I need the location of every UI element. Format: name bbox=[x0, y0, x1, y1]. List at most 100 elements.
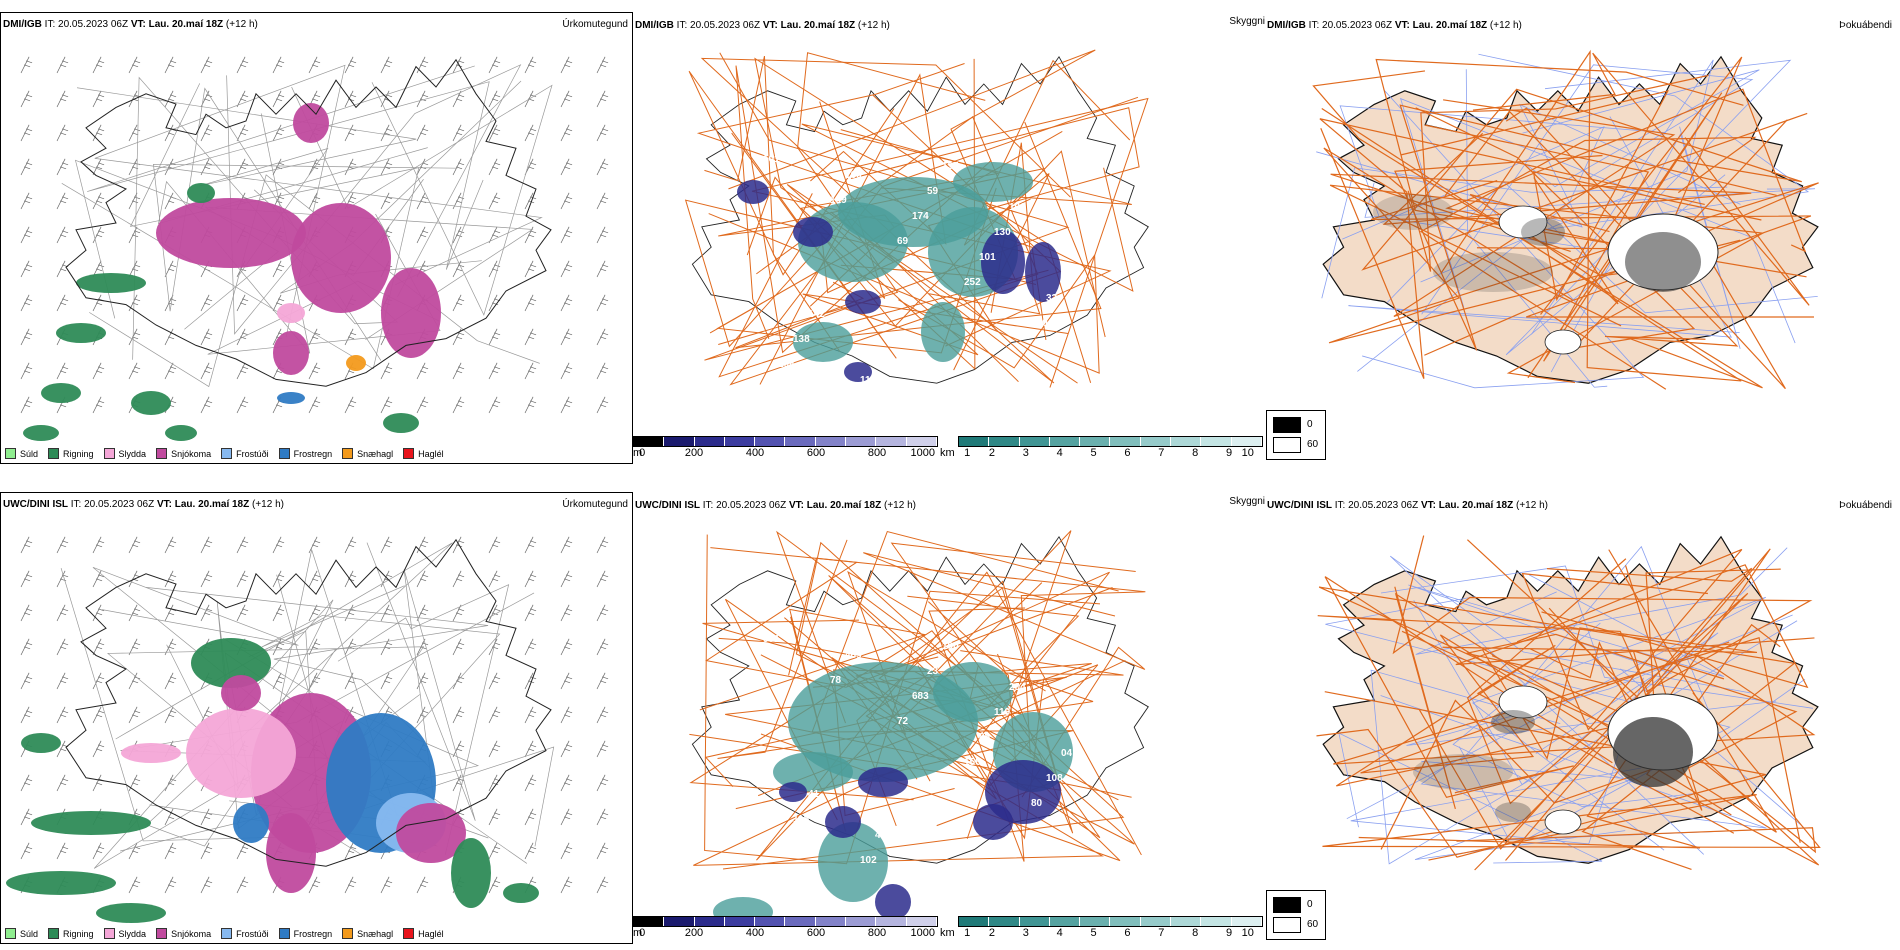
road-line bbox=[863, 552, 1146, 798]
legend-item: Frostregn bbox=[278, 448, 332, 459]
wind-barb bbox=[524, 328, 537, 346]
precip-area bbox=[121, 743, 181, 763]
wind-barb bbox=[452, 706, 465, 724]
colorbar-cell bbox=[1019, 917, 1050, 926]
wind-barb bbox=[200, 536, 213, 554]
colorbar-tick: 4 bbox=[1056, 927, 1063, 939]
visibility-value-label: 118 bbox=[793, 814, 810, 825]
colorbar-cell bbox=[1080, 437, 1111, 446]
precip-area bbox=[23, 425, 59, 441]
wind-barb bbox=[164, 842, 177, 860]
wind-barb bbox=[560, 90, 573, 108]
wind-barb bbox=[596, 260, 609, 278]
visibility-value-label: 78 bbox=[830, 675, 842, 686]
visibility-value-label: 153 bbox=[778, 839, 795, 850]
road-line bbox=[291, 82, 553, 316]
glacier bbox=[1544, 329, 1582, 355]
visibility-panel-bottom: 991 78 72 156 80 153 469 683 88 108 118 102 23 119 04 4… bbox=[633, 492, 1265, 944]
colorbar-cell bbox=[1049, 917, 1081, 926]
colorbar-cell bbox=[724, 437, 756, 446]
legend-label: Snjókoma bbox=[171, 448, 212, 459]
legend-swatch bbox=[48, 928, 60, 939]
road-line bbox=[1419, 136, 1757, 390]
wind-barb bbox=[380, 396, 393, 414]
legend-item: Rigning bbox=[48, 928, 94, 939]
wind-barb bbox=[56, 124, 69, 142]
road-line bbox=[801, 123, 1134, 292]
panel-title: Skyggni bbox=[1229, 16, 1265, 27]
road-line bbox=[1466, 633, 1798, 769]
wind-barb bbox=[236, 362, 249, 380]
wind-barb bbox=[200, 808, 213, 826]
wind-barb bbox=[560, 124, 573, 142]
legend-label: Snæhagl bbox=[357, 448, 394, 459]
height-colorbar-top: 0 200 400 600 800 1000 bbox=[633, 436, 938, 461]
coastline bbox=[65, 538, 552, 867]
wind-barb bbox=[164, 570, 177, 588]
wind-barb bbox=[164, 876, 177, 894]
legend-swatch bbox=[403, 448, 415, 459]
wind-barb bbox=[20, 362, 33, 380]
model-name: DMI/IGB bbox=[635, 20, 674, 31]
visibility-value-label: 134 bbox=[1061, 268, 1078, 279]
colorbar-cell bbox=[959, 917, 990, 926]
wind-barb bbox=[344, 90, 357, 108]
wind-barb bbox=[488, 90, 501, 108]
init-time: 20.05.2023 06Z bbox=[58, 19, 129, 30]
wind-barb bbox=[236, 396, 249, 414]
height-colorbar-bottom: 0 200 400 600 800 1000 bbox=[633, 916, 938, 941]
colorbar-tick: 8 bbox=[1192, 927, 1199, 939]
wind-barb bbox=[380, 876, 393, 894]
river-line bbox=[1364, 182, 1815, 218]
wind-barb bbox=[560, 740, 573, 758]
wind-barb bbox=[56, 226, 69, 244]
road-line bbox=[756, 530, 1142, 861]
fog-legend-bottom: 0 60 bbox=[1266, 890, 1326, 940]
legend-item: Snjókoma bbox=[156, 448, 211, 459]
legend-item: Snæhagl bbox=[342, 928, 393, 939]
wind-barb bbox=[452, 740, 465, 758]
wind-barb bbox=[452, 226, 465, 244]
precip-area bbox=[221, 675, 261, 711]
glacier bbox=[1498, 685, 1548, 719]
wind-barb bbox=[272, 604, 285, 622]
lead-time: (+12 h) bbox=[884, 500, 916, 511]
wind-barb bbox=[416, 226, 429, 244]
colorbar-tick: 400 bbox=[745, 927, 765, 939]
wind-barb bbox=[56, 158, 69, 176]
wind-barb bbox=[164, 808, 177, 826]
wind-barb bbox=[164, 158, 177, 176]
wind-barb bbox=[20, 604, 33, 622]
wind-barb bbox=[236, 124, 249, 142]
colorbar-tick: 2 bbox=[988, 447, 995, 459]
road-line bbox=[1323, 147, 1741, 344]
legend-label: Slydda bbox=[118, 448, 147, 459]
wind-barb bbox=[128, 638, 141, 656]
legend-label: Haglél bbox=[418, 928, 444, 939]
colorbar-tick: 10 bbox=[1241, 447, 1254, 459]
km-cells bbox=[958, 916, 1263, 927]
road-line bbox=[833, 650, 1124, 817]
colorbar-tick: 6 bbox=[1124, 927, 1131, 939]
wind-barb bbox=[596, 328, 609, 346]
wind-barb bbox=[236, 90, 249, 108]
wind-barb bbox=[560, 536, 573, 554]
legend-label: Snjókoma bbox=[171, 928, 212, 939]
panel-title: Skyggni bbox=[1229, 496, 1265, 507]
wind-barb bbox=[56, 774, 69, 792]
road-line bbox=[1472, 52, 1810, 306]
wind-barb bbox=[524, 362, 537, 380]
wind-barb bbox=[416, 362, 429, 380]
height-cells bbox=[633, 916, 938, 927]
colorbar-cell bbox=[1171, 917, 1202, 926]
wind-barb bbox=[308, 362, 321, 380]
colorbar-cell bbox=[1110, 917, 1141, 926]
colorbar-tick: 5 bbox=[1090, 927, 1097, 939]
wind-barb bbox=[92, 740, 105, 758]
road-line bbox=[1358, 548, 1771, 861]
wind-barb bbox=[524, 192, 537, 210]
legend-swatch bbox=[342, 448, 354, 459]
fog-map-bottom bbox=[1316, 535, 1821, 871]
road-line bbox=[337, 584, 510, 856]
wind-barb bbox=[92, 124, 105, 142]
